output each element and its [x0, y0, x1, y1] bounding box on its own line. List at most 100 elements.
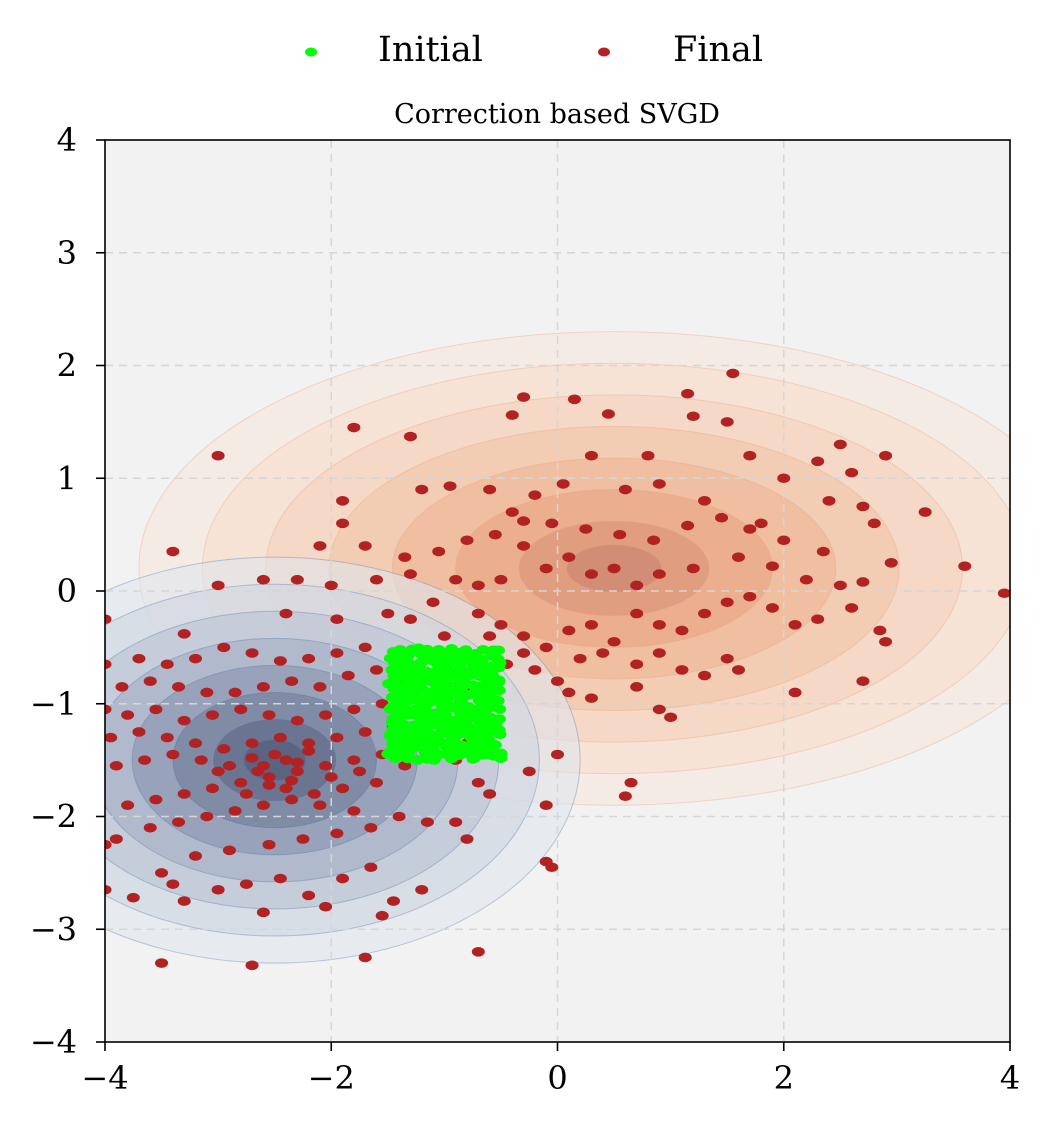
final-point	[607, 636, 621, 647]
final-point	[347, 704, 361, 715]
y-tick-label: 0	[57, 572, 77, 610]
final-point	[330, 732, 344, 743]
final-point	[630, 608, 644, 619]
final-point	[833, 439, 847, 450]
y-axis: −4 −3 −2 −1 0 1 2 3 4	[30, 121, 105, 1061]
final-point	[398, 552, 412, 562]
final-point	[307, 789, 321, 799]
final-point	[256, 682, 270, 692]
final-point	[403, 569, 417, 579]
final-point	[189, 738, 202, 749]
final-point	[262, 780, 276, 790]
final-point	[381, 608, 395, 619]
final-point	[105, 839, 112, 850]
final-point	[403, 614, 417, 624]
grid-lines	[105, 140, 1010, 1042]
final-point	[313, 541, 327, 551]
final-point	[562, 625, 576, 636]
initial-point	[476, 645, 490, 655]
final-point	[290, 715, 304, 726]
final-point	[177, 629, 191, 639]
final-point	[302, 653, 316, 664]
final-point	[370, 574, 383, 585]
initial-point	[492, 685, 506, 696]
final-point	[211, 884, 225, 895]
final-point	[528, 665, 542, 675]
final-point	[720, 597, 734, 608]
y-tick-label: −3	[30, 910, 77, 948]
final-point	[573, 653, 587, 664]
final-point	[517, 516, 531, 526]
final-point	[449, 574, 463, 585]
final-point	[375, 910, 389, 921]
y-tick-label: −1	[30, 685, 77, 723]
final-point	[562, 687, 576, 698]
final-point	[336, 518, 350, 529]
final-point	[172, 817, 186, 827]
final-point	[856, 577, 870, 587]
initial-point	[491, 654, 505, 664]
final-point	[217, 642, 231, 653]
y-tick-label: 1	[57, 459, 77, 497]
final-point	[551, 676, 564, 686]
final-point	[567, 394, 581, 405]
final-point	[788, 687, 802, 698]
final-point	[822, 496, 836, 506]
final-point	[517, 631, 531, 641]
initial-point	[442, 700, 456, 711]
final-point	[528, 490, 542, 500]
final-point	[799, 574, 813, 585]
final-point	[539, 800, 553, 811]
final-point	[918, 507, 932, 517]
final-point	[426, 597, 440, 608]
initial-point	[489, 695, 503, 706]
final-point	[132, 653, 146, 664]
final-point	[109, 760, 123, 771]
final-point	[681, 520, 695, 531]
final-point	[177, 789, 191, 799]
final-point	[449, 817, 463, 827]
final-point	[121, 710, 135, 720]
final-point	[652, 620, 666, 630]
final-point	[347, 806, 361, 816]
final-point	[336, 496, 350, 506]
final-point	[364, 822, 378, 833]
final-point	[488, 529, 502, 540]
final-point	[811, 614, 825, 624]
x-tick-label: −2	[308, 1059, 355, 1097]
initial-points	[381, 643, 508, 765]
initial-point	[391, 687, 405, 698]
final-point	[483, 789, 497, 799]
final-point	[765, 603, 779, 613]
final-point	[358, 642, 372, 653]
final-point	[539, 563, 553, 574]
final-point	[539, 642, 553, 653]
initial-point	[388, 726, 402, 737]
final-point	[166, 879, 180, 889]
final-point	[641, 450, 655, 461]
final-points	[105, 368, 1010, 971]
final-point	[189, 851, 202, 861]
final-point	[584, 569, 598, 579]
final-point	[562, 552, 576, 562]
final-point	[584, 450, 598, 461]
y-tick-label: −2	[30, 798, 77, 836]
final-point	[483, 484, 497, 495]
final-point	[285, 676, 299, 686]
final-point	[415, 484, 429, 495]
legend-final-label: Final	[673, 30, 763, 70]
final-point	[205, 710, 219, 720]
initial-point	[396, 719, 410, 730]
final-point	[652, 569, 666, 579]
final-point	[166, 749, 180, 760]
final-point	[177, 896, 191, 906]
final-point	[664, 712, 678, 723]
final-point	[172, 682, 186, 692]
final-point	[517, 392, 531, 402]
final-point	[652, 648, 666, 658]
final-point	[285, 775, 299, 786]
final-point	[160, 659, 174, 670]
final-point	[630, 580, 644, 591]
final-point	[720, 653, 734, 664]
final-point	[833, 580, 847, 591]
